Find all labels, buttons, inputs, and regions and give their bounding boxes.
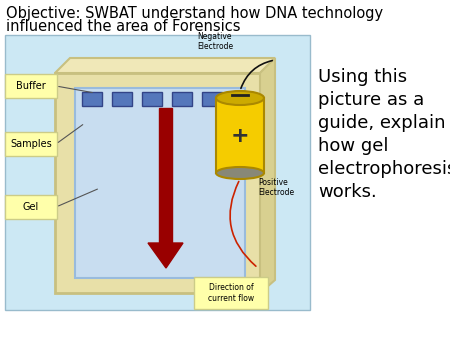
Text: Gel: Gel (23, 202, 39, 212)
Text: Objective: SWBAT understand how DNA technology: Objective: SWBAT understand how DNA tech… (6, 6, 383, 21)
Text: Using this
picture as a
guide, explain
how gel
electrophoresis
works.: Using this picture as a guide, explain h… (318, 68, 450, 200)
Polygon shape (148, 243, 183, 268)
Polygon shape (55, 58, 275, 73)
Text: +: + (231, 126, 249, 146)
FancyBboxPatch shape (5, 195, 57, 219)
Bar (172, 92, 192, 106)
Ellipse shape (216, 167, 264, 179)
Bar (159, 108, 172, 243)
Text: Negative
Electrode: Negative Electrode (197, 32, 233, 51)
Bar (216, 98, 264, 173)
Text: Direction of
current flow: Direction of current flow (208, 283, 254, 303)
FancyBboxPatch shape (55, 73, 260, 293)
FancyBboxPatch shape (5, 35, 310, 310)
Text: influenced the area of Forensics: influenced the area of Forensics (6, 19, 240, 34)
Text: Buffer: Buffer (16, 81, 46, 91)
FancyBboxPatch shape (75, 88, 245, 278)
Polygon shape (260, 58, 275, 293)
FancyBboxPatch shape (5, 132, 57, 156)
Bar (202, 92, 222, 106)
Ellipse shape (216, 91, 264, 105)
Bar (112, 92, 132, 106)
Bar (82, 92, 102, 106)
FancyBboxPatch shape (194, 277, 268, 309)
Text: Positive
Electrode: Positive Electrode (258, 178, 294, 197)
FancyBboxPatch shape (5, 74, 57, 98)
Text: Samples: Samples (10, 139, 52, 149)
Bar (142, 92, 162, 106)
